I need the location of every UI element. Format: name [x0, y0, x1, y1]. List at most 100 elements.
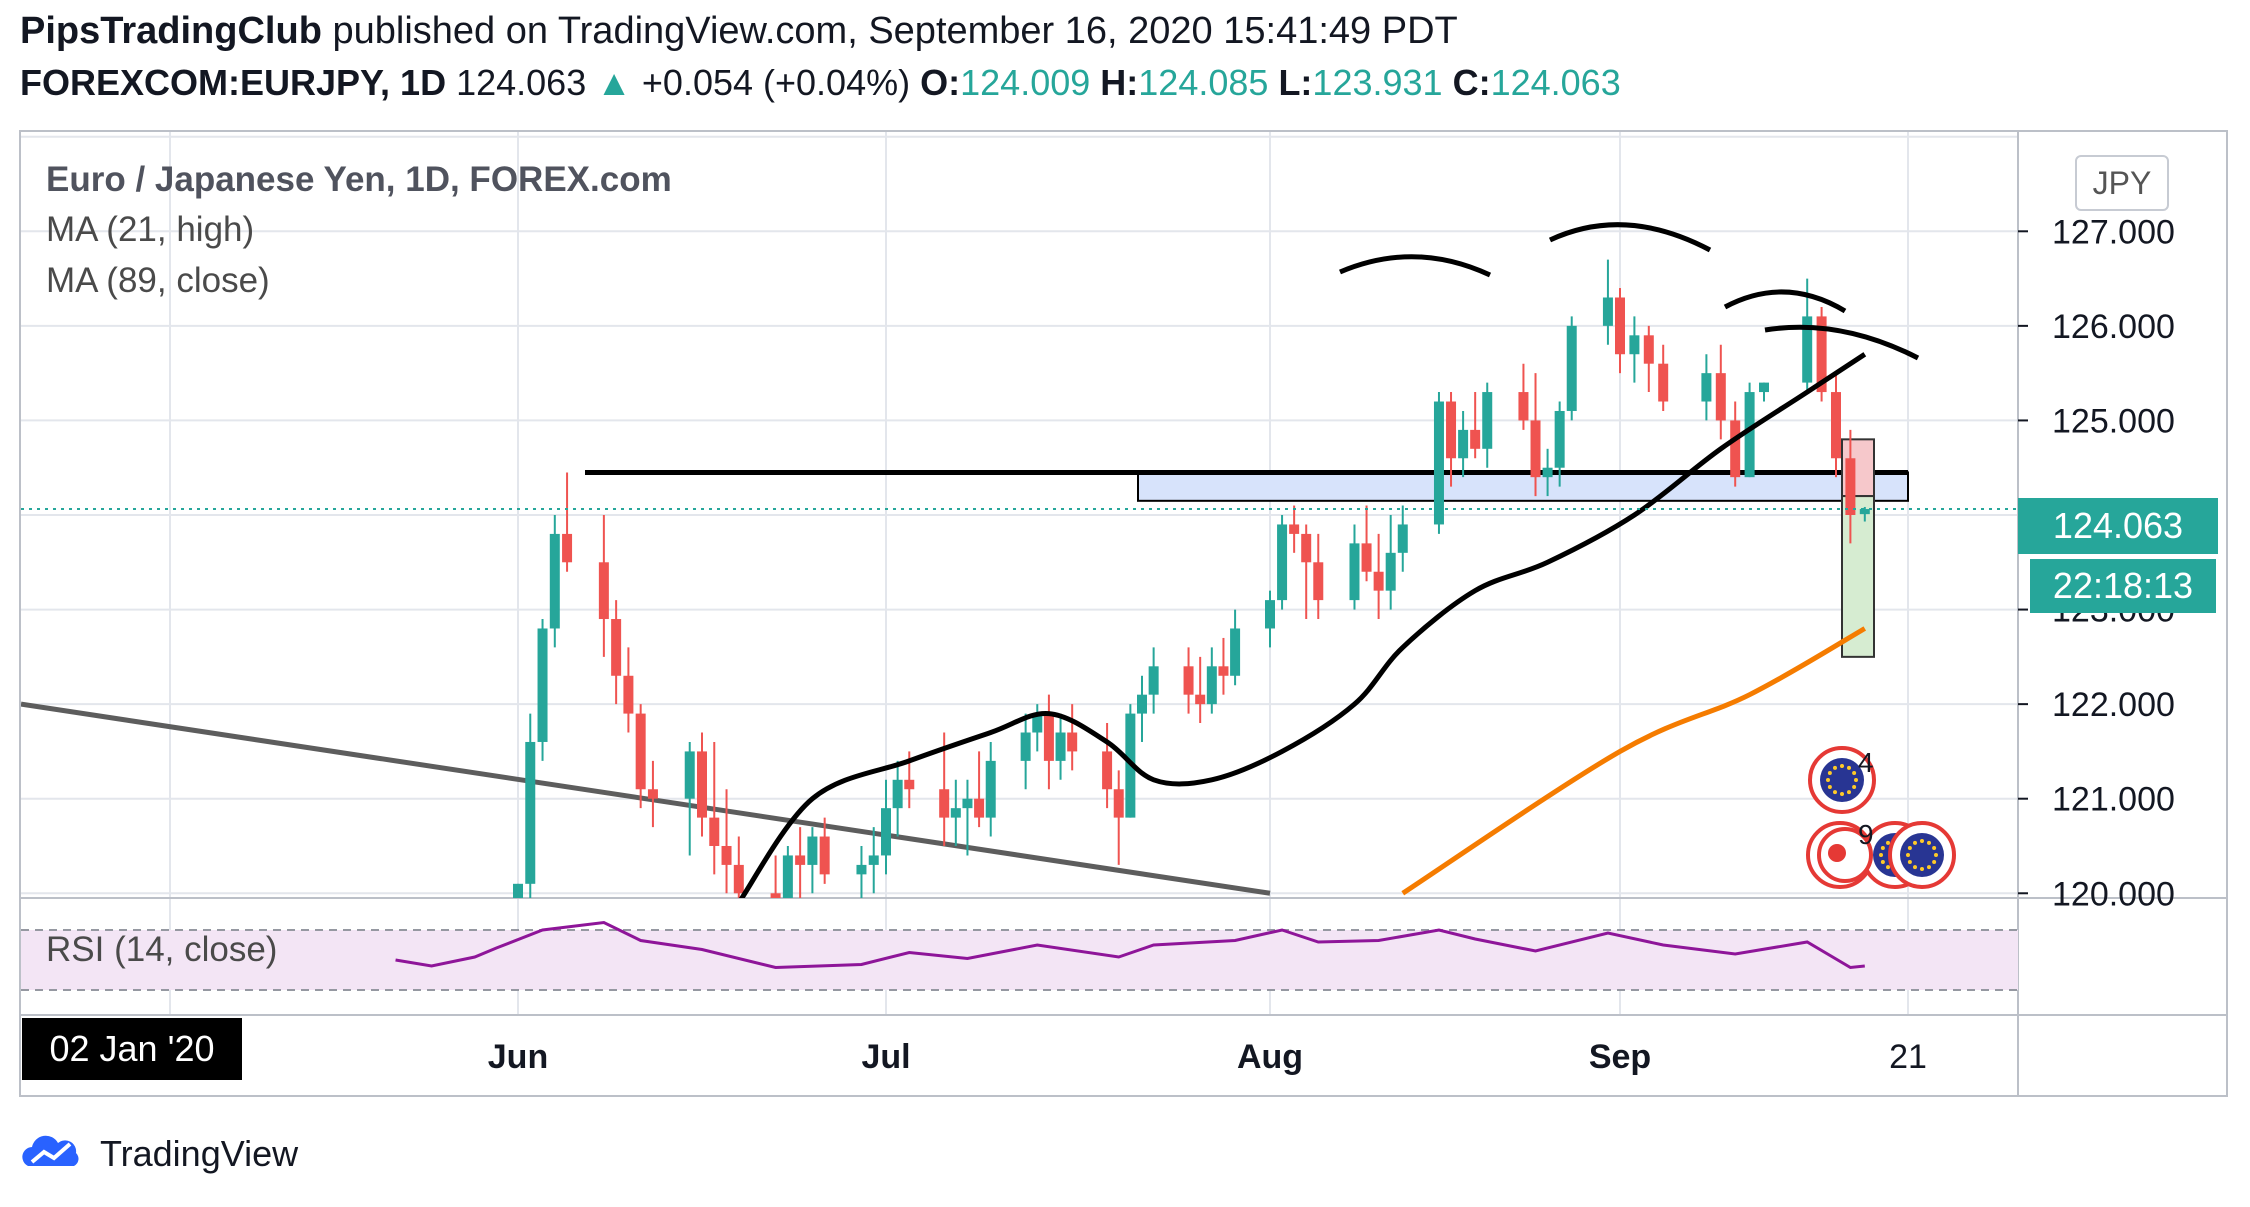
tradingview-cloud-icon	[22, 1135, 79, 1166]
publisher-name[interactable]: PipsTradingClub	[20, 10, 322, 52]
candle	[881, 779, 891, 875]
candle-body	[770, 893, 781, 898]
candle-body	[721, 845, 732, 865]
jp-event-icon	[1817, 827, 1873, 883]
event-count-label: 4	[1858, 747, 1874, 778]
candle	[513, 883, 523, 898]
pattern-arc	[1764, 324, 1920, 361]
last-price-tag: 124.063	[2018, 498, 2218, 554]
x-tick-label: Aug	[1237, 1038, 1303, 1076]
candle	[1183, 647, 1194, 714]
trendline	[21, 701, 1271, 896]
candle	[1643, 325, 1654, 393]
x-tick-label: 21	[1889, 1038, 1927, 1076]
candle-body	[1265, 600, 1275, 629]
eu-event-icon-star	[1833, 765, 1837, 770]
candle	[733, 836, 744, 898]
candle-body	[1361, 543, 1372, 572]
ma21-legend[interactable]: MA (21, high)	[46, 210, 255, 249]
eu-event-icon-star	[1906, 853, 1910, 857]
price-change: +0.054 (+0.04%)	[641, 62, 911, 103]
candle-body	[1032, 713, 1043, 733]
candle-body	[1313, 562, 1324, 601]
candle-body	[733, 864, 744, 894]
low-value: 123.931	[1312, 62, 1443, 103]
candle	[1020, 713, 1031, 790]
x-tick-label: Jun	[488, 1038, 548, 1076]
candle-body	[868, 855, 879, 865]
candle	[1602, 259, 1613, 345]
candle	[1313, 533, 1324, 620]
candle-body	[1554, 410, 1565, 468]
candle	[795, 827, 806, 898]
open-value: 124.009	[960, 62, 1091, 103]
candle	[1458, 410, 1469, 478]
candle-body	[1530, 420, 1541, 478]
currency-badge[interactable]: JPY	[2075, 155, 2169, 211]
jp-event-dot	[1828, 844, 1846, 862]
pattern-arc	[1723, 289, 1847, 314]
candle-body	[1043, 713, 1054, 761]
candle-body	[904, 779, 915, 790]
candle	[611, 600, 622, 705]
candle	[1102, 723, 1113, 809]
up-arrow-icon: ▲	[596, 62, 632, 103]
candle-body	[1385, 552, 1396, 591]
candle-body	[1831, 392, 1841, 459]
eu-event-icon-star	[1913, 865, 1917, 870]
candle	[1137, 675, 1147, 742]
candle-body	[1759, 382, 1769, 393]
bar-countdown-tag: 22:18:13	[2030, 559, 2216, 613]
ma89-legend[interactable]: MA (89, close)	[46, 261, 270, 300]
candle	[1433, 392, 1444, 534]
candle	[721, 789, 732, 894]
eu-event-icon-star	[1827, 771, 1832, 775]
candle-body	[623, 675, 634, 714]
candle-body	[1845, 458, 1856, 515]
candle-body	[1458, 429, 1469, 459]
eu-event-icon-star	[1847, 790, 1851, 795]
candle	[1397, 505, 1408, 572]
candle-body	[1629, 335, 1640, 355]
eu-event-icon	[1888, 821, 1956, 889]
eu-event-icon-star	[1880, 846, 1885, 850]
candle	[1530, 373, 1541, 497]
support-zone	[1137, 471, 1909, 502]
candle-body	[1301, 533, 1312, 563]
rsi-legend[interactable]: RSI (14, close)	[46, 930, 278, 969]
candle	[974, 751, 985, 828]
candle	[1265, 590, 1275, 648]
candle	[598, 515, 609, 657]
candle	[1816, 306, 1827, 402]
candle	[1373, 533, 1384, 620]
candle	[1230, 609, 1241, 686]
candle-body	[1542, 467, 1553, 478]
rsi-line	[395, 920, 1865, 970]
candle-body	[819, 836, 830, 875]
candle	[1289, 505, 1300, 553]
candle	[635, 704, 646, 809]
candle-body	[795, 855, 806, 865]
candle-body	[1397, 524, 1408, 553]
candle	[684, 741, 695, 856]
candle-body	[1206, 666, 1217, 705]
candle	[549, 515, 560, 648]
candle-body	[1566, 325, 1577, 411]
candle	[1301, 524, 1312, 620]
tradingview-logo[interactable]: TradingView	[18, 1132, 298, 1176]
candle-body	[807, 836, 818, 865]
candle	[1658, 344, 1669, 411]
candle	[1859, 506, 1870, 522]
eu-event-icon-star	[1934, 853, 1938, 857]
candle-body	[1137, 694, 1147, 714]
last-price: 124.063	[456, 62, 587, 103]
candle	[1195, 656, 1206, 724]
candle-body	[537, 628, 548, 742]
candle-body	[939, 789, 950, 818]
candle	[1518, 363, 1529, 430]
candle-body	[611, 619, 622, 676]
candle	[623, 647, 634, 733]
candle-body	[1277, 524, 1288, 601]
eu-event-icon-star	[1840, 792, 1844, 796]
